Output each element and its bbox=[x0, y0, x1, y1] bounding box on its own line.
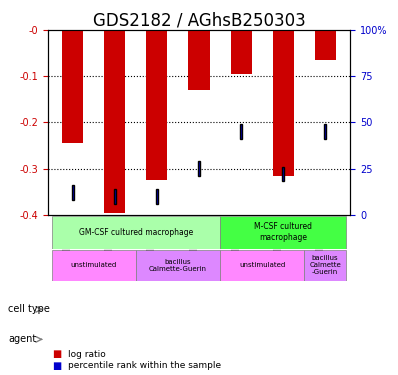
Text: bacillus
Calmette
-Guerin: bacillus Calmette -Guerin bbox=[309, 255, 341, 275]
FancyBboxPatch shape bbox=[282, 167, 284, 182]
Bar bbox=[314, 30, 336, 60]
FancyBboxPatch shape bbox=[304, 250, 346, 280]
FancyBboxPatch shape bbox=[72, 185, 74, 200]
Bar bbox=[273, 30, 293, 176]
FancyBboxPatch shape bbox=[52, 216, 220, 249]
Text: percentile rank within the sample: percentile rank within the sample bbox=[68, 361, 221, 370]
Text: cell type: cell type bbox=[8, 304, 50, 314]
Text: GDS2182 / AGhsB250303: GDS2182 / AGhsB250303 bbox=[93, 11, 305, 29]
Text: log ratio: log ratio bbox=[68, 350, 105, 359]
Bar bbox=[62, 30, 84, 143]
Text: unstimulated: unstimulated bbox=[71, 262, 117, 268]
FancyBboxPatch shape bbox=[198, 161, 200, 176]
Bar bbox=[104, 30, 125, 213]
Bar bbox=[146, 30, 168, 180]
FancyBboxPatch shape bbox=[324, 124, 326, 139]
FancyBboxPatch shape bbox=[114, 189, 116, 204]
Text: agent: agent bbox=[8, 334, 36, 344]
Text: GM-CSF cultured macrophage: GM-CSF cultured macrophage bbox=[79, 228, 193, 237]
Text: ■: ■ bbox=[52, 361, 61, 370]
FancyBboxPatch shape bbox=[220, 250, 304, 280]
Bar bbox=[230, 30, 252, 74]
Text: unstimulated: unstimulated bbox=[239, 262, 285, 268]
FancyBboxPatch shape bbox=[220, 216, 346, 249]
FancyBboxPatch shape bbox=[240, 124, 242, 139]
FancyBboxPatch shape bbox=[136, 250, 220, 280]
FancyBboxPatch shape bbox=[52, 250, 136, 280]
FancyBboxPatch shape bbox=[156, 189, 158, 204]
Text: bacillus
Calmette-Guerin: bacillus Calmette-Guerin bbox=[149, 259, 207, 272]
Text: ■: ■ bbox=[52, 350, 61, 359]
Bar bbox=[189, 30, 209, 90]
Text: M-CSF cultured
macrophage: M-CSF cultured macrophage bbox=[254, 222, 312, 242]
